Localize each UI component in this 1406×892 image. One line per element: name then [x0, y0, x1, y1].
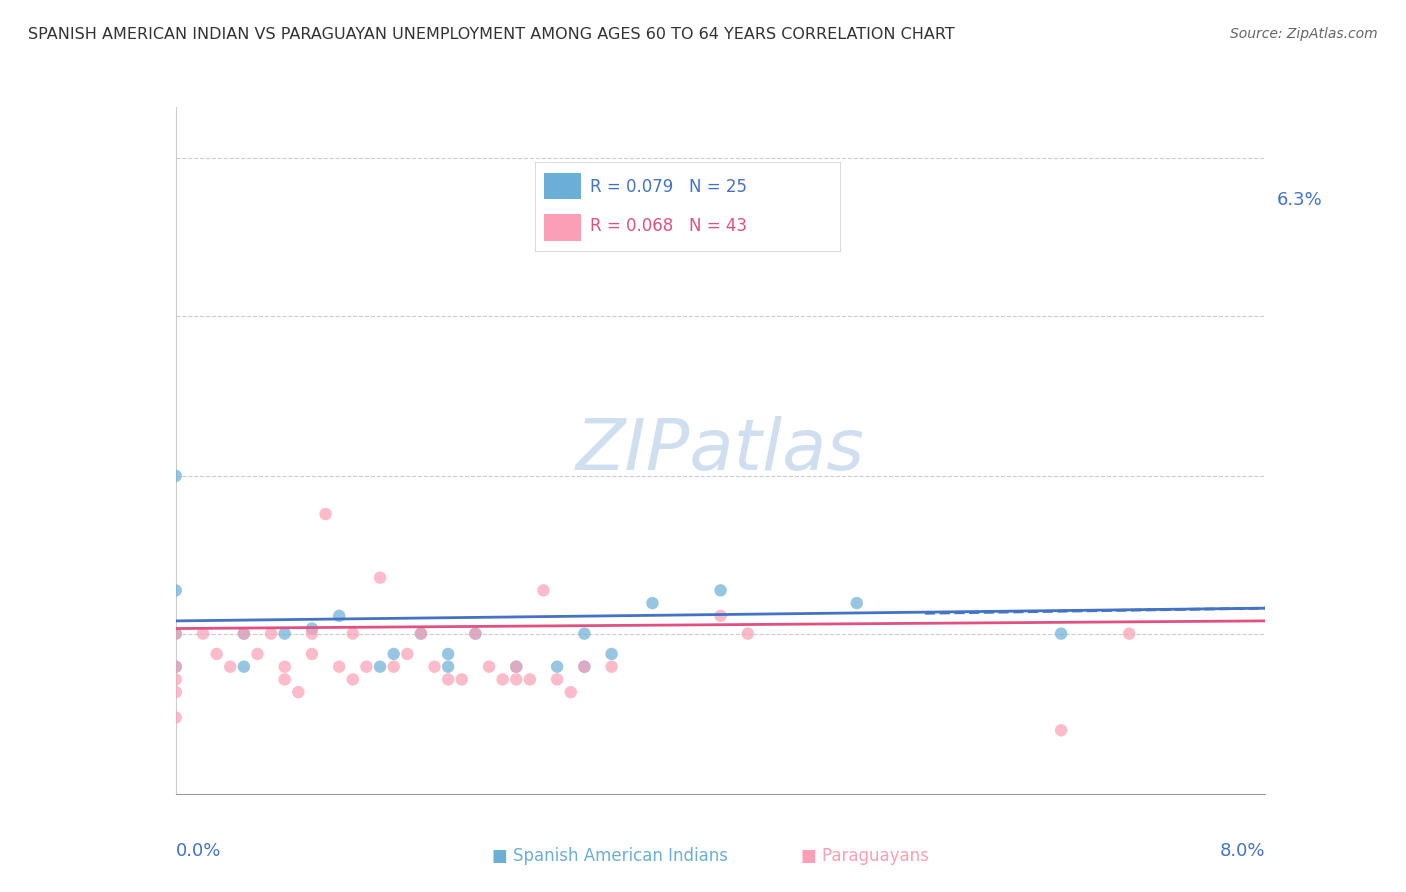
Text: 8.0%: 8.0%	[1220, 842, 1265, 860]
Point	[409, 626, 432, 640]
Point	[574, 659, 596, 673]
Point	[165, 710, 187, 724]
Point	[409, 626, 432, 640]
Point	[356, 659, 378, 673]
Text: ■ Paraguayans: ■ Paraguayans	[801, 847, 929, 865]
Point	[342, 673, 364, 687]
Point	[1118, 626, 1140, 640]
Point	[165, 685, 187, 699]
Point	[368, 659, 391, 673]
Point	[574, 626, 596, 640]
Point	[710, 583, 733, 598]
Point	[574, 659, 596, 673]
Point	[274, 626, 297, 640]
Point	[219, 659, 242, 673]
Point	[437, 673, 460, 687]
Point	[246, 647, 269, 661]
Point	[1050, 626, 1073, 640]
Point	[342, 626, 364, 640]
Point	[437, 659, 460, 673]
Point	[737, 626, 759, 640]
Point	[315, 507, 337, 521]
Point	[533, 583, 555, 598]
Point	[274, 659, 297, 673]
Point	[437, 647, 460, 661]
Point	[165, 659, 187, 673]
Point	[274, 673, 297, 687]
Point	[505, 673, 527, 687]
Point	[328, 659, 350, 673]
Text: 6.3%: 6.3%	[1277, 191, 1322, 210]
Point	[301, 622, 323, 636]
Point	[505, 659, 527, 673]
Point	[368, 571, 391, 585]
Point	[301, 626, 323, 640]
Point	[287, 685, 309, 699]
Point	[232, 626, 254, 640]
Point	[450, 673, 472, 687]
Text: SPANISH AMERICAN INDIAN VS PARAGUAYAN UNEMPLOYMENT AMONG AGES 60 TO 64 YEARS COR: SPANISH AMERICAN INDIAN VS PARAGUAYAN UN…	[28, 27, 955, 42]
Point	[546, 673, 568, 687]
Point	[165, 583, 187, 598]
Point	[301, 647, 323, 661]
Point	[1050, 723, 1073, 738]
Point	[165, 626, 187, 640]
Point	[165, 673, 187, 687]
Point	[165, 659, 187, 673]
Text: Source: ZipAtlas.com: Source: ZipAtlas.com	[1230, 27, 1378, 41]
Point	[546, 659, 568, 673]
Point	[423, 659, 446, 673]
Point	[328, 608, 350, 623]
Point	[396, 647, 419, 661]
Text: 0.0%: 0.0%	[176, 842, 221, 860]
Point	[165, 626, 187, 640]
Text: ZIPatlas: ZIPatlas	[576, 416, 865, 485]
Point	[232, 659, 254, 673]
Point	[641, 596, 664, 610]
Point	[710, 608, 733, 623]
Point	[464, 626, 486, 640]
Point	[560, 685, 582, 699]
Point	[191, 626, 214, 640]
Point	[382, 659, 405, 673]
Point	[600, 647, 623, 661]
Point	[845, 596, 868, 610]
Text: ■ Spanish American Indians: ■ Spanish American Indians	[492, 847, 728, 865]
Point	[260, 626, 283, 640]
Point	[382, 647, 405, 661]
Point	[478, 659, 501, 673]
Point	[464, 626, 486, 640]
Point	[492, 673, 515, 687]
Point	[232, 626, 254, 640]
Point	[505, 659, 527, 673]
Point	[165, 469, 187, 483]
Point	[519, 673, 541, 687]
Point	[205, 647, 228, 661]
Point	[600, 659, 623, 673]
